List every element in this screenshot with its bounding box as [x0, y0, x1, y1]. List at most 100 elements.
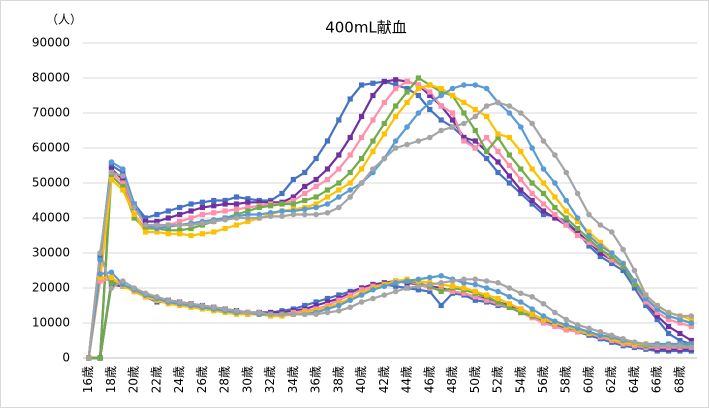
data-point [688, 344, 695, 351]
data-point [552, 211, 558, 218]
data-point [199, 302, 206, 309]
data-point [336, 194, 342, 200]
x-tick-label: 26歳 [195, 366, 209, 393]
data-point [518, 187, 524, 193]
data-point [415, 276, 422, 283]
data-point [108, 176, 115, 183]
data-point [188, 208, 194, 214]
data-point [313, 299, 319, 305]
data-point [142, 290, 149, 297]
data-point [563, 197, 570, 204]
data-point [563, 222, 569, 228]
data-point [688, 320, 695, 326]
data-point [381, 120, 387, 127]
data-point [518, 148, 524, 155]
data-point [461, 276, 467, 283]
x-tick-label: 50歳 [468, 366, 482, 393]
data-point [370, 138, 376, 144]
data-point [586, 239, 592, 246]
data-point [210, 304, 217, 311]
y-tick-label: 70000 [32, 106, 70, 120]
data-point [574, 215, 581, 221]
data-point [108, 166, 115, 172]
data-point [370, 286, 376, 293]
data-point [108, 285, 115, 291]
data-point [199, 231, 205, 237]
data-point [529, 306, 535, 312]
data-point [484, 134, 490, 141]
data-point [449, 124, 456, 130]
x-tick-label: 46歳 [422, 366, 436, 393]
y-tick-label: 90000 [32, 36, 70, 50]
data-point [256, 215, 263, 221]
data-point [540, 201, 547, 207]
data-point [119, 278, 126, 284]
data-point [393, 283, 399, 289]
data-point [586, 325, 592, 332]
data-point [552, 194, 558, 200]
data-point [313, 155, 319, 162]
data-point [120, 169, 126, 176]
data-point [108, 169, 115, 176]
data-point [427, 106, 433, 113]
data-point [404, 78, 410, 85]
x-tick-label: 18歳 [104, 366, 118, 393]
data-point [608, 332, 615, 339]
data-point [108, 173, 115, 179]
data-point [427, 288, 433, 295]
data-point [188, 232, 194, 239]
data-point [131, 211, 137, 218]
data-point [119, 173, 126, 179]
data-point [415, 138, 422, 144]
data-point [302, 302, 308, 309]
data-point [176, 299, 183, 305]
data-point [233, 222, 240, 228]
data-point [495, 295, 501, 302]
data-point [370, 80, 376, 86]
data-point [404, 85, 410, 92]
data-point [177, 227, 183, 233]
data-point [631, 281, 638, 288]
data-point [358, 299, 365, 305]
data-point [245, 204, 251, 211]
y-tick-label: 20000 [32, 281, 70, 295]
data-point [393, 113, 399, 120]
data-point [415, 92, 422, 99]
data-point [301, 211, 308, 218]
data-point [176, 222, 183, 228]
data-point [677, 342, 683, 349]
data-point [495, 288, 501, 295]
data-point [324, 187, 331, 193]
data-point [529, 145, 535, 151]
data-point [461, 82, 467, 88]
data-point [358, 287, 365, 293]
data-point [506, 134, 512, 141]
data-point [620, 335, 626, 342]
data-point [165, 222, 172, 228]
data-point [336, 152, 342, 158]
data-point [631, 278, 638, 284]
data-point [381, 155, 388, 162]
data-point [165, 231, 171, 237]
data-point [279, 213, 285, 220]
x-tick-label: 22歳 [149, 366, 163, 393]
data-point [449, 110, 456, 116]
data-point [449, 288, 456, 295]
data-point [495, 279, 501, 286]
y-tick-label: 60000 [32, 141, 70, 155]
data-point [563, 169, 570, 176]
data-point [620, 267, 626, 274]
data-point [290, 311, 297, 318]
data-point [552, 215, 558, 221]
data-point [347, 169, 353, 176]
data-point [324, 299, 331, 305]
data-point [426, 281, 433, 288]
data-point [358, 134, 365, 141]
data-point [120, 187, 126, 193]
x-tick-label: 68歳 [672, 366, 686, 393]
data-point [211, 210, 217, 216]
data-point [324, 166, 331, 172]
data-point [108, 269, 115, 276]
data-point [540, 166, 547, 172]
data-point [404, 278, 410, 284]
